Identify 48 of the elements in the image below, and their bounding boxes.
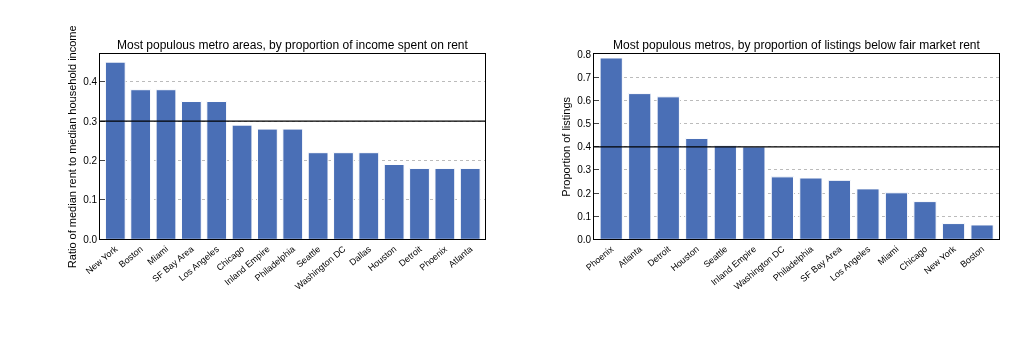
bar bbox=[656, 96, 680, 240]
bar bbox=[685, 137, 709, 240]
bar bbox=[713, 145, 737, 240]
y-tick-label: 0.5 bbox=[577, 118, 592, 130]
y-tick-label: 0.6 bbox=[577, 95, 592, 107]
chart-title: Most populous metros, by proportion of listings below fair market rent bbox=[613, 38, 981, 52]
chart-title: Most populous metro areas, by proportion of income spent on rent bbox=[117, 38, 469, 52]
bar bbox=[599, 57, 623, 240]
y-tick-label: 0.3 bbox=[577, 164, 592, 176]
y-tick-label: 0.4 bbox=[83, 76, 98, 88]
bar bbox=[155, 89, 177, 240]
bar bbox=[333, 152, 354, 240]
bar bbox=[130, 89, 152, 240]
y-tick-label: 0.1 bbox=[577, 210, 592, 222]
bar bbox=[282, 128, 304, 240]
y-tick-label: 0.2 bbox=[577, 187, 592, 199]
y-tick-label: 0.1 bbox=[83, 194, 98, 206]
bar bbox=[358, 152, 380, 240]
bar bbox=[307, 152, 329, 240]
bar bbox=[383, 164, 405, 240]
bar bbox=[770, 176, 794, 240]
y-tick-label: 0.0 bbox=[577, 233, 592, 245]
bar bbox=[104, 61, 126, 240]
bar bbox=[970, 224, 994, 240]
y-tick-label: 0.4 bbox=[577, 141, 592, 153]
bar bbox=[913, 201, 937, 240]
y-axis-title: Ratio of median rent to median household income bbox=[65, 25, 78, 269]
bar bbox=[231, 124, 253, 240]
y-axis-title: Proportion of listings bbox=[559, 96, 572, 197]
y-tick-label: 0.7 bbox=[577, 71, 592, 83]
bar bbox=[856, 188, 880, 240]
bar bbox=[459, 167, 481, 240]
bar bbox=[742, 146, 766, 240]
bar bbox=[206, 101, 228, 240]
bar bbox=[434, 167, 456, 240]
bar bbox=[884, 192, 909, 240]
y-tick-label: 0.0 bbox=[83, 233, 98, 245]
bar bbox=[628, 93, 652, 240]
bar bbox=[941, 223, 966, 240]
x-tick-label: New York bbox=[83, 243, 120, 277]
y-tick-label: 0.2 bbox=[83, 155, 98, 167]
bar bbox=[827, 179, 852, 240]
bar bbox=[409, 167, 430, 240]
y-tick-label: 0.3 bbox=[83, 115, 98, 127]
bar bbox=[257, 128, 278, 240]
bar bbox=[799, 177, 823, 240]
bar bbox=[180, 101, 202, 240]
y-tick-label: 0.8 bbox=[577, 48, 592, 60]
